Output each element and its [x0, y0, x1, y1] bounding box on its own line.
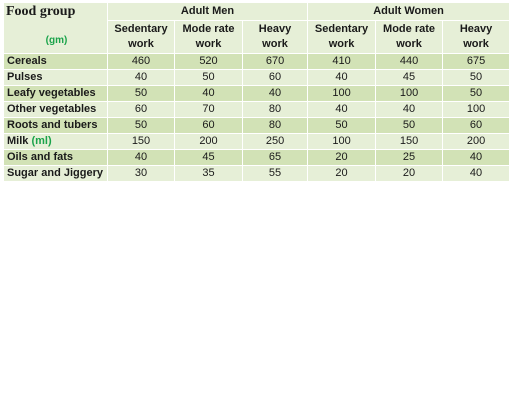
subheader-line: Mode rate	[182, 23, 235, 35]
subheader-men-heavy: Heavy work	[241, 20, 309, 54]
table-row: Roots and tubers 50 60 80 50 50 60	[3, 117, 511, 134]
table-cell: 80	[241, 101, 309, 118]
table-cell: 25	[375, 149, 444, 166]
diet-table-container: Food group (gm) Adult Men Adult Women Se…	[3, 2, 511, 182]
table-cell: 40	[442, 149, 511, 166]
subheader-line: work	[328, 38, 355, 50]
row-label: Oils and fats	[3, 149, 108, 166]
table-cell: 150	[375, 133, 444, 150]
table-cell: 100	[375, 85, 444, 102]
table-cell: 460	[107, 53, 175, 70]
row-label: Leafy vegetables	[3, 85, 108, 102]
table-cell: 20	[375, 165, 444, 182]
table-cell: 40	[375, 101, 444, 118]
subheader-line: Heavy	[258, 23, 292, 35]
subheader-line: Mode rate	[383, 23, 436, 35]
table-cell: 410	[307, 53, 377, 70]
table-cell: 40	[174, 85, 243, 102]
row-label-text: Pulses	[7, 71, 43, 83]
subheader-line: Heavy	[459, 23, 493, 35]
table-cell: 250	[241, 133, 309, 150]
table-row: Milk (ml) 150 200 250 100 150 200	[3, 133, 511, 150]
row-label: Pulses	[3, 69, 108, 86]
subheader-line: work	[262, 38, 288, 50]
row-label-text: Roots and tubers	[7, 119, 98, 131]
table-cell: 50	[107, 85, 175, 102]
table-cell: 200	[442, 133, 511, 150]
table-cell: 40	[307, 101, 377, 118]
subheader-women-sedentary: Sedentary work	[307, 20, 377, 54]
table-cell: 40	[307, 69, 377, 86]
table-cell: 520	[174, 53, 243, 70]
table-cell: 60	[241, 69, 309, 86]
row-label-text: Leafy vegetables	[7, 87, 96, 99]
table-cell: 20	[307, 149, 377, 166]
row-label-text: Other vegetables	[7, 103, 97, 115]
table-cell: 40	[241, 85, 309, 102]
table-cell: 50	[107, 117, 175, 134]
subheader-line: work	[396, 38, 422, 50]
table-row: Sugar and Jiggery 30 35 55 20 20 40	[3, 165, 511, 182]
table-cell: 50	[174, 69, 243, 86]
subheader-line: work	[128, 38, 154, 50]
table-cell: 35	[174, 165, 243, 182]
table-cell: 60	[442, 117, 511, 134]
food-group-title: Food group	[6, 4, 76, 19]
table-cell: 50	[375, 117, 444, 134]
adult-women-header: Adult Women	[307, 2, 511, 21]
adult-men-header: Adult Men	[106, 2, 309, 21]
table-cell: 100	[442, 101, 511, 118]
subheader-line: work	[463, 38, 489, 50]
table-cell: 20	[307, 165, 377, 182]
row-label-text: Oils and fats	[7, 151, 74, 163]
balanced-diet-table: Food group (gm) Adult Men Adult Women Se…	[3, 2, 511, 182]
table-cell: 55	[241, 165, 309, 182]
subheader-women-moderate: Mode rate work	[375, 20, 444, 54]
table-cell: 50	[442, 69, 511, 86]
row-label: Roots and tubers	[3, 117, 108, 134]
row-label: Sugar and Jiggery	[3, 165, 108, 182]
table-cell: 40	[107, 149, 175, 166]
food-group-header: Food group (gm)	[3, 2, 108, 54]
subheader-women-heavy: Heavy work	[442, 20, 511, 54]
table-row: Pulses 40 50 60 40 45 50	[3, 69, 511, 86]
table-cell: 80	[241, 117, 309, 134]
table-cell: 45	[375, 69, 444, 86]
table-cell: 65	[241, 149, 309, 166]
subheader-line: Sedentary	[114, 23, 168, 35]
row-label-text: Cereals	[7, 55, 47, 67]
subheader-line: Sedentary	[314, 23, 369, 35]
table-cell: 675	[442, 53, 511, 70]
table-row: Cereals 460 520 670 410 440 675	[3, 53, 511, 70]
table-cell: 60	[107, 101, 175, 118]
row-label: Other vegetables	[3, 101, 108, 118]
table-cell: 200	[174, 133, 243, 150]
table-cell: 40	[107, 69, 175, 86]
table-cell: 40	[442, 165, 511, 182]
table-row: Leafy vegetables 50 40 40 100 100 50	[3, 85, 511, 102]
table-cell: 30	[107, 165, 175, 182]
subheader-line: work	[195, 38, 222, 50]
row-label: Milk (ml)	[3, 133, 108, 150]
food-group-unit: (gm)	[45, 35, 68, 46]
table-cell: 70	[174, 101, 243, 118]
table-cell: 45	[174, 149, 243, 166]
table-cell: 150	[107, 133, 175, 150]
row-unit: (ml)	[31, 135, 52, 147]
table-row: Oils and fats 40 45 65 20 25 40	[3, 149, 511, 166]
row-label: Cereals	[3, 53, 108, 70]
table-cell: 670	[241, 53, 309, 70]
subheader-men-moderate: Mode rate work	[174, 20, 243, 54]
table-cell: 50	[307, 117, 377, 134]
row-label-text: Sugar and Jiggery	[7, 167, 103, 179]
table-row: Other vegetables 60 70 80 40 40 100	[3, 101, 511, 118]
table-cell: 100	[307, 133, 377, 150]
row-label-text: Milk	[7, 135, 29, 147]
table-cell: 50	[442, 85, 511, 102]
table-cell: 100	[307, 85, 377, 102]
table-cell: 60	[174, 117, 243, 134]
table-cell: 440	[375, 53, 444, 70]
subheader-men-sedentary: Sedentary work	[107, 20, 175, 54]
